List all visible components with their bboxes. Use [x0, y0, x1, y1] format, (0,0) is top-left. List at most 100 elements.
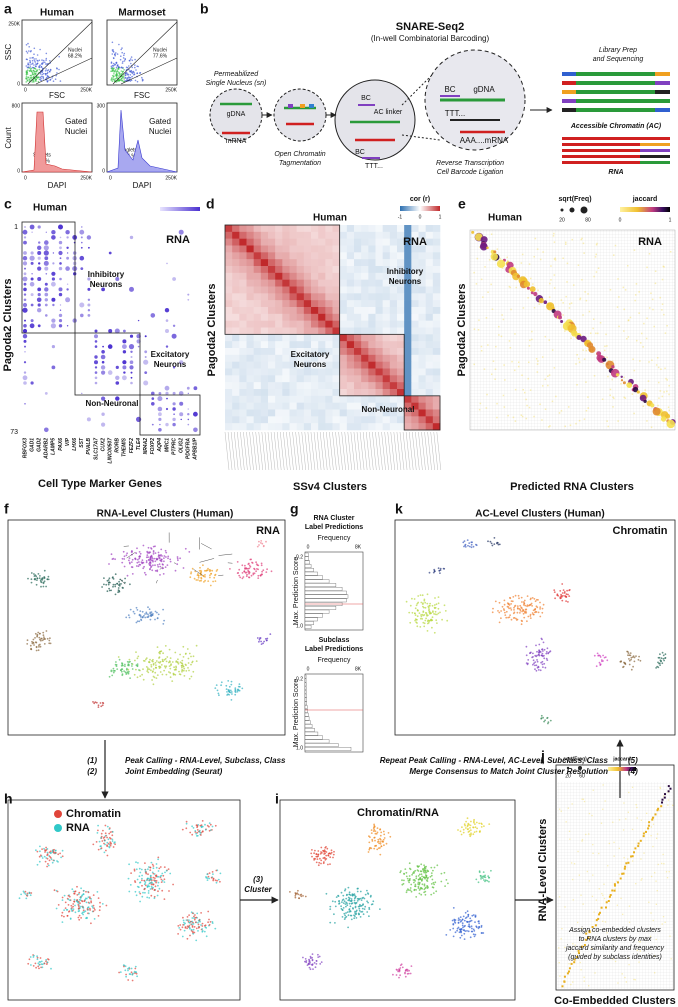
cell [325, 409, 333, 417]
cell-point [90, 901, 93, 904]
cell [425, 286, 434, 294]
cell-point [475, 821, 478, 824]
cell-point [382, 830, 385, 833]
cell [296, 354, 305, 362]
cell-point [309, 963, 311, 965]
cell [275, 245, 283, 253]
off-diag [654, 972, 656, 974]
cell [404, 225, 412, 233]
cell-point [350, 918, 353, 921]
x-tick [372, 431, 377, 471]
cell-point [435, 890, 438, 893]
cell-point [159, 652, 161, 655]
event [26, 73, 29, 75]
cell [282, 409, 290, 417]
cell-point [406, 972, 409, 975]
dot [36, 297, 42, 303]
dot [58, 324, 63, 328]
cell-point [367, 901, 369, 904]
cell [404, 416, 412, 424]
cell [225, 361, 233, 369]
off-diag [547, 384, 549, 387]
cell-point [103, 839, 106, 841]
event [112, 57, 115, 59]
off-diag [650, 912, 652, 914]
off-diag [549, 425, 551, 427]
cell-point [118, 584, 121, 587]
event [115, 81, 118, 83]
cell-point [554, 597, 556, 600]
cell-point [193, 931, 196, 934]
cell-point [420, 601, 423, 604]
cell-point [317, 850, 320, 852]
cell-point [192, 670, 195, 673]
cell [253, 300, 262, 308]
size-key [580, 206, 588, 214]
cell [296, 245, 305, 253]
x-tick [240, 431, 245, 471]
cell [411, 348, 419, 356]
dot [80, 267, 84, 270]
cell-point [370, 894, 372, 897]
dot [172, 407, 176, 411]
hist-bar [304, 690, 307, 694]
event [25, 75, 28, 77]
cell [339, 300, 348, 308]
dot [115, 375, 120, 380]
label: 0 [102, 168, 105, 174]
off-diag [498, 325, 500, 328]
cell-point [344, 903, 347, 905]
cell-point [57, 861, 59, 863]
cell-point [171, 680, 174, 682]
dot [128, 344, 135, 350]
cell [404, 334, 412, 342]
x-tick [298, 431, 303, 471]
dot [94, 340, 98, 343]
cell-point [402, 882, 405, 885]
cell [303, 313, 312, 321]
off-diag [651, 875, 653, 878]
event [37, 60, 39, 62]
cell-point [398, 976, 400, 979]
cell-point [230, 680, 233, 683]
off-diag [595, 332, 597, 335]
x-tick [390, 431, 396, 471]
cell [282, 300, 290, 308]
cell-point [460, 833, 463, 836]
off-diag [559, 975, 561, 977]
label: 80 [585, 217, 591, 223]
cell-point [467, 822, 470, 825]
event [115, 73, 118, 76]
cell [375, 409, 383, 417]
cell-point [269, 633, 272, 635]
dot [164, 385, 170, 391]
cell [425, 354, 434, 362]
cell [260, 361, 269, 369]
cell-point [49, 642, 52, 645]
cell-point [460, 930, 462, 933]
cell [361, 409, 369, 417]
cell-point [114, 583, 117, 586]
cell-point [437, 596, 440, 598]
cell-point [423, 625, 426, 628]
cell-point [125, 975, 127, 978]
cell-point [475, 878, 478, 881]
cell-point [152, 865, 155, 867]
cell-point [147, 873, 149, 876]
dot [22, 375, 28, 381]
cell [275, 327, 283, 335]
cell-point [187, 657, 190, 660]
cell-point [536, 659, 538, 661]
cell-point [154, 661, 157, 664]
cell [275, 382, 283, 390]
event [111, 53, 114, 55]
match [560, 320, 564, 323]
cell [232, 300, 240, 308]
cell-point [333, 850, 335, 853]
cell [425, 409, 434, 417]
cell [375, 293, 383, 301]
cell [289, 293, 297, 301]
off-diag [548, 426, 550, 428]
off-diag [618, 847, 620, 849]
cell [239, 293, 247, 301]
